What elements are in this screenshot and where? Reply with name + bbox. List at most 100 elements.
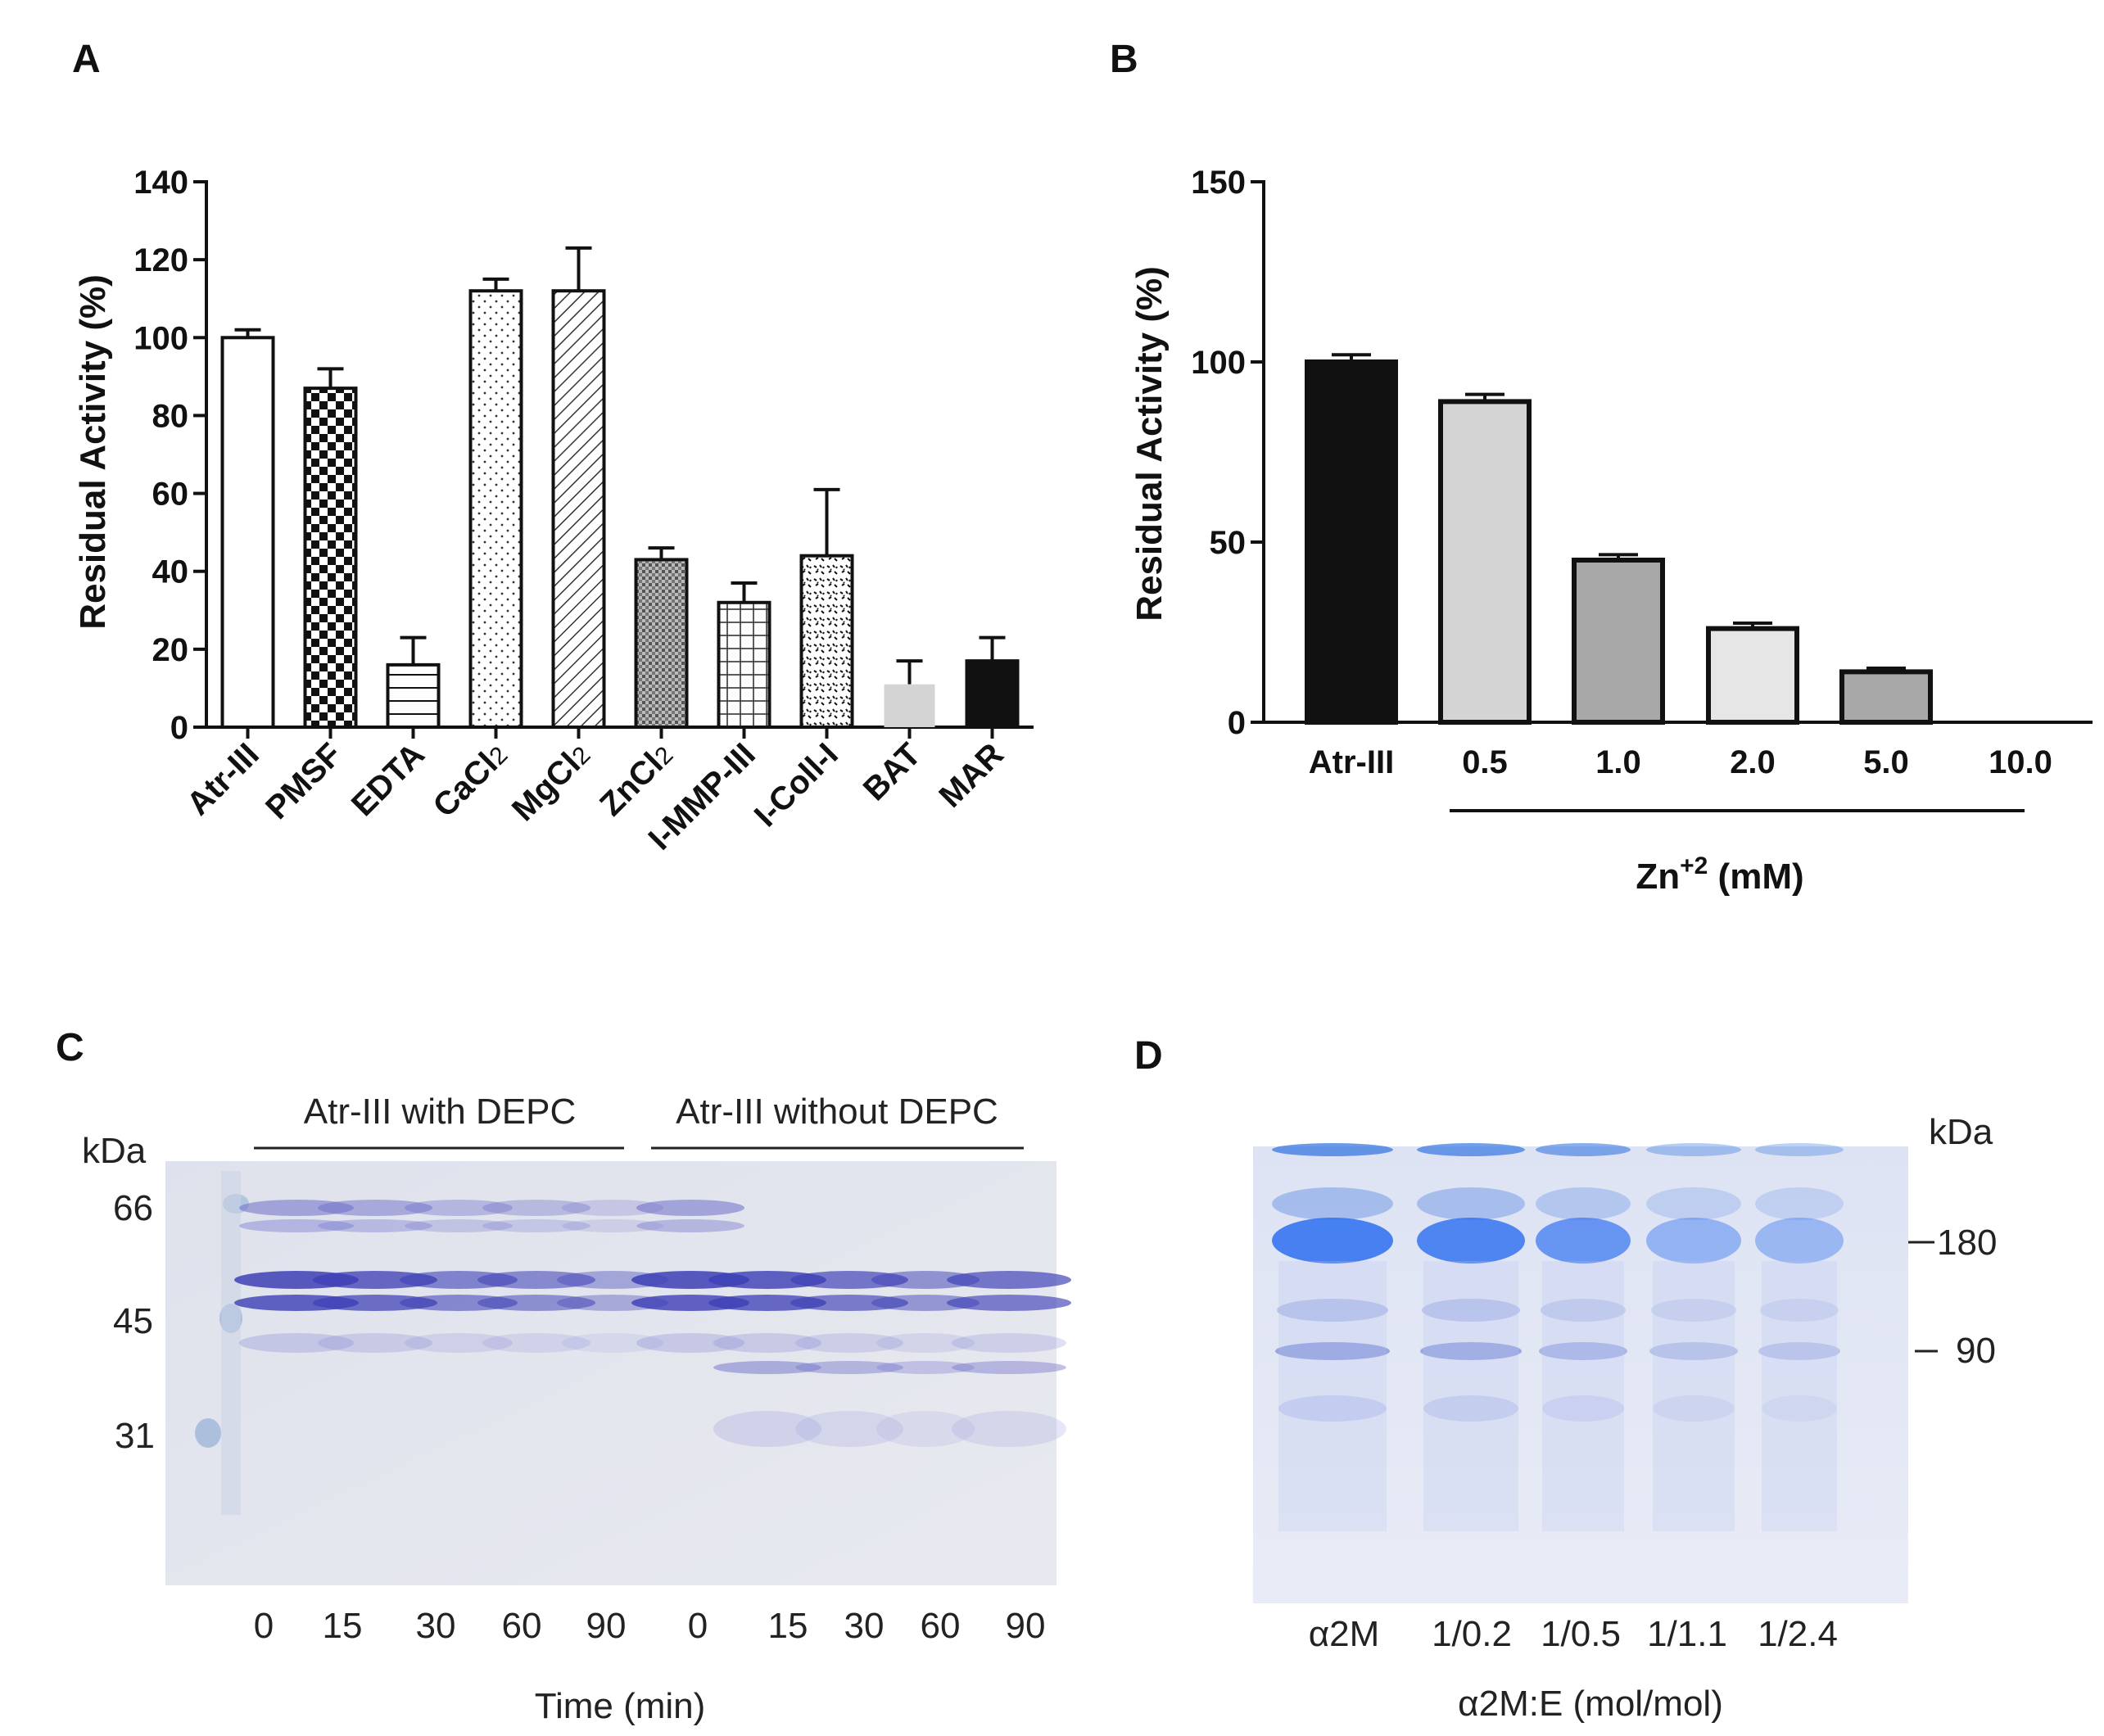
gel-c: Atr-III with DEPC Atr-III without DEPC k… <box>82 1092 1071 1726</box>
gel-c-band-50 <box>477 1271 595 1289</box>
gel-c-lane-2: 30 <box>416 1606 456 1646</box>
gel-d-band-upper <box>1417 1187 1525 1220</box>
gel-d-band-mid <box>1277 1299 1388 1322</box>
chart-a-bar-mar <box>965 659 1020 730</box>
gel-c-band-50 <box>708 1271 826 1289</box>
chart-b: 0 50 100 150 Atr-III 0.5 1.0 2.0 5.0 10.0 <box>1191 165 2093 780</box>
gel-c-bands <box>234 1200 1071 1447</box>
gel-c-band-64 <box>636 1219 744 1232</box>
chart-b-xtick-label: 5.0 <box>1863 744 1909 780</box>
chart-b-xtick-label: 1.0 <box>1595 744 1641 780</box>
gel-c-band-40 <box>876 1361 975 1374</box>
chart-a-xtick-label: PMSF <box>259 736 349 826</box>
chart-b-ytick-label: 150 <box>1191 165 1246 201</box>
chart-b-bar-0-5 <box>1438 399 1532 725</box>
chart-b-bar-atr-iii <box>1305 359 1398 725</box>
gel-c-band-66 <box>636 1200 744 1216</box>
gel-c-band-smear <box>562 1333 663 1353</box>
gel-d-band-upper <box>1646 1187 1741 1220</box>
gel-c-band-64 <box>482 1219 590 1232</box>
chart-a-bar-cacl2 <box>468 289 523 729</box>
chart-a-bar-edta <box>386 662 441 730</box>
gel-d-lane-3: 1/1.1 <box>1647 1614 1727 1654</box>
chart-a-ytick-label: 20 <box>152 632 189 668</box>
gel-c-band-smear <box>795 1333 903 1353</box>
gel-d-band-upper <box>1755 1187 1844 1220</box>
chart-a-bar-pmsf <box>303 387 358 729</box>
gel-d: kDa 180 90 α2M 1/0.2 1/0.5 1/1.1 1/2.4 α… <box>1253 1112 1997 1724</box>
gel-c-band-smear <box>636 1333 744 1353</box>
gel-c-marker-31: 31 <box>115 1416 155 1456</box>
gel-c-band-degradation <box>952 1411 1066 1447</box>
chart-b-bar-2-0 <box>1706 626 1799 725</box>
gel-c-xlabel: Time (min) <box>535 1686 706 1726</box>
gel-c-band-64 <box>239 1219 354 1232</box>
gel-d-marker-180: 180 <box>1937 1223 1997 1263</box>
chart-b-xtick-label: Atr-III <box>1309 744 1394 780</box>
gel-d-lane-0: α2M <box>1309 1614 1380 1654</box>
gel-c-band-50 <box>871 1271 980 1289</box>
gel-d-well-band <box>1755 1143 1844 1156</box>
chart-a-ytick-label: 100 <box>133 320 188 356</box>
gel-c-band-47 <box>313 1295 437 1311</box>
chart-b-xlabel: Zn+2 (mM) <box>1636 852 1803 897</box>
gel-c-lane-5: 0 <box>688 1606 708 1646</box>
gel-c-band-47 <box>871 1295 980 1311</box>
gel-d-band-90 <box>1420 1342 1522 1360</box>
gel-d-lane-1: 1/0.2 <box>1432 1614 1512 1654</box>
gel-d-band-180 <box>1272 1218 1393 1264</box>
chart-a-xtick-label: BAT <box>857 736 928 807</box>
chart-a-bar-i-coll-i <box>799 554 854 730</box>
gel-d-kda: kDa <box>1929 1112 1993 1152</box>
gel-c-band-66 <box>562 1200 663 1216</box>
gel-c-band-smear <box>482 1333 590 1353</box>
chart-b-ylabel: Residual Activity (%) <box>1129 266 1170 622</box>
chart-a-xtick-label: EDTA <box>345 736 432 823</box>
chart-a-bar-zncl2 <box>634 558 689 730</box>
gel-c-band-47 <box>947 1295 1071 1311</box>
chart-a-xtick-label: Atr-III <box>180 736 266 822</box>
gel-d-band-low <box>1653 1395 1735 1422</box>
gel-c-band-smear <box>713 1333 821 1353</box>
gel-c-band-40 <box>713 1361 821 1374</box>
gel-d-band-180 <box>1417 1218 1525 1264</box>
chart-a-ylabel: Residual Activity (%) <box>73 274 113 630</box>
gel-c-band-66 <box>318 1200 432 1216</box>
gel-c-lane-0: 0 <box>254 1606 274 1646</box>
gel-d-band-low <box>1762 1395 1837 1422</box>
gel-c-group-with-depc: Atr-III with DEPC <box>304 1092 577 1132</box>
chart-b-bar-5-0 <box>1839 669 1933 726</box>
gel-c-lane-1: 15 <box>323 1606 363 1646</box>
chart-a: 0 20 40 60 80 100 120 140 Atr-IIIPMSFEDTACaCl2Mg… <box>133 165 1034 857</box>
panel-label-c: C <box>56 1026 84 1069</box>
gel-d-band-90 <box>1539 1342 1627 1360</box>
gel-d-band-90 <box>1758 1342 1840 1360</box>
chart-b-ytick-label: 0 <box>1228 705 1246 741</box>
chart-b-bar-1-0 <box>1572 558 1665 725</box>
chart-a-ytick-label: 60 <box>152 477 189 513</box>
chart-a-ytick-label: 40 <box>152 554 189 590</box>
gel-c-group-without-depc: Atr-III without DEPC <box>676 1092 998 1132</box>
panel-label-b: B <box>1110 38 1138 81</box>
gel-d-well-band <box>1272 1143 1393 1156</box>
gel-d-band-90 <box>1275 1342 1390 1360</box>
gel-c-band-smear <box>876 1333 975 1353</box>
gel-c-band-64 <box>562 1219 663 1232</box>
chart-b-xtick-label: 10.0 <box>1989 744 2052 780</box>
gel-c-band-50 <box>313 1271 437 1289</box>
gel-d-band-low <box>1278 1395 1387 1422</box>
chart-a-bar-i-mmp-iii <box>717 600 771 729</box>
gel-c-image <box>165 1161 1057 1585</box>
gel-d-marker-90: 90 <box>1956 1331 1996 1371</box>
gel-d-well-band <box>1417 1143 1525 1156</box>
gel-c-marker-45: 45 <box>113 1301 153 1341</box>
gel-d-lane-smear <box>1653 1261 1735 1531</box>
gel-c-band-47 <box>477 1295 595 1311</box>
chart-a-bar-bat <box>884 684 935 727</box>
gel-d-band-mid <box>1651 1299 1736 1322</box>
gel-d-lane-4: 1/2.4 <box>1758 1614 1838 1654</box>
gel-d-lane-smear <box>1423 1261 1518 1531</box>
gel-c-lane-9: 90 <box>1006 1606 1046 1646</box>
gel-d-well-band <box>1646 1143 1741 1156</box>
gel-d-bands <box>1272 1143 1844 1531</box>
